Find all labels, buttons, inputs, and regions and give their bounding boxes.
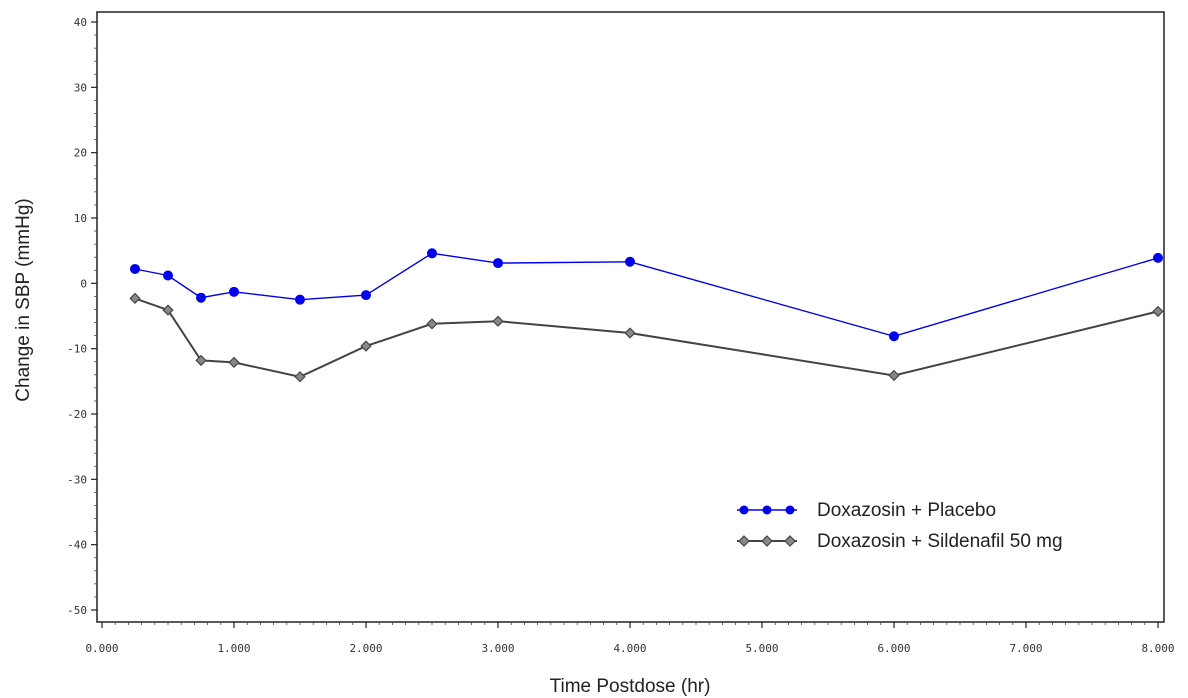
y-tick-label: -40	[67, 539, 87, 552]
x-axis: 0.000 1.000 2.000 3.000 4.000 5.000 6.000 7.000…	[85, 622, 1175, 655]
data-point-sildenafil	[228, 356, 240, 369]
x-tick-label: 3.000	[481, 642, 514, 655]
data-point-placebo	[427, 248, 437, 259]
y-tick-label: 30	[74, 81, 87, 94]
data-point-placebo	[361, 290, 371, 301]
y-tick-label: 0	[80, 277, 87, 290]
legend-marker-placebo	[785, 505, 795, 515]
legend-marker-sildenafil	[784, 535, 796, 547]
x-tick-label: 6.000	[877, 642, 910, 655]
series-line-sildenafil	[134, 297, 1159, 378]
y-tick-label: -50	[67, 604, 87, 617]
x-tick-label: 7.000	[1009, 642, 1042, 655]
legend-marker-placebo	[739, 505, 749, 515]
legend-marker-placebo	[762, 505, 772, 515]
x-tick-label: 5.000	[745, 642, 778, 655]
legend-marker-sildenafil	[738, 535, 750, 547]
y-tick-label: 10	[74, 212, 87, 225]
y-tick-label: -20	[67, 408, 87, 421]
series-sildenafil	[129, 292, 1164, 383]
legend-entry-sildenafil: Doxazosin + Sildenafil 50 mg	[737, 531, 1063, 552]
data-point-sildenafil	[624, 327, 636, 339]
data-point-sildenafil	[129, 292, 141, 305]
data-point-placebo	[196, 292, 206, 303]
x-axis-title: Time Postdose (hr)	[550, 676, 711, 697]
data-point-placebo	[1153, 252, 1163, 263]
y-axis: -50 -40 -30 -20 -10 0 10 20 30 40	[67, 16, 97, 617]
data-point-sildenafil	[888, 369, 900, 382]
y-tick-label: 20	[74, 147, 87, 160]
data-point-sildenafil	[294, 371, 306, 383]
data-point-placebo	[889, 331, 899, 342]
legend-marker-sildenafil	[761, 535, 773, 547]
data-point-sildenafil	[1152, 305, 1164, 318]
data-point-sildenafil	[492, 315, 504, 327]
series-placebo	[130, 248, 1163, 342]
minor-ticks	[94, 34, 1146, 625]
legend-entry-placebo: Doxazosin + Placebo	[737, 500, 996, 521]
data-point-sildenafil	[162, 304, 174, 316]
x-tick-label: 0.000	[85, 642, 118, 655]
data-point-placebo	[130, 263, 140, 274]
legend: Doxazosin + Placebo Doxazosin + Sildenaf…	[737, 500, 1063, 552]
series-line-placebo	[134, 252, 1159, 338]
y-axis-title: Change in SBP (mmHg)	[13, 198, 34, 401]
legend-label-sildenafil: Doxazosin + Sildenafil 50 mg	[817, 531, 1063, 552]
data-point-sildenafil	[360, 340, 372, 352]
data-point-placebo	[625, 256, 635, 267]
data-point-sildenafil	[195, 354, 207, 367]
data-point-placebo	[295, 294, 305, 305]
y-tick-label: 40	[74, 16, 87, 29]
data-point-placebo	[163, 270, 173, 281]
y-tick-label: -10	[67, 343, 87, 356]
x-tick-label: 4.000	[613, 642, 646, 655]
data-point-placebo	[493, 258, 503, 269]
legend-label-placebo: Doxazosin + Placebo	[817, 500, 996, 521]
data-point-placebo	[229, 286, 239, 297]
x-tick-label: 1.000	[217, 642, 250, 655]
x-tick-label: 2.000	[349, 642, 382, 655]
y-tick-label: -30	[67, 473, 87, 486]
series-layer	[129, 248, 1164, 383]
data-point-sildenafil	[426, 318, 438, 330]
x-tick-label: 8.000	[1141, 642, 1174, 655]
